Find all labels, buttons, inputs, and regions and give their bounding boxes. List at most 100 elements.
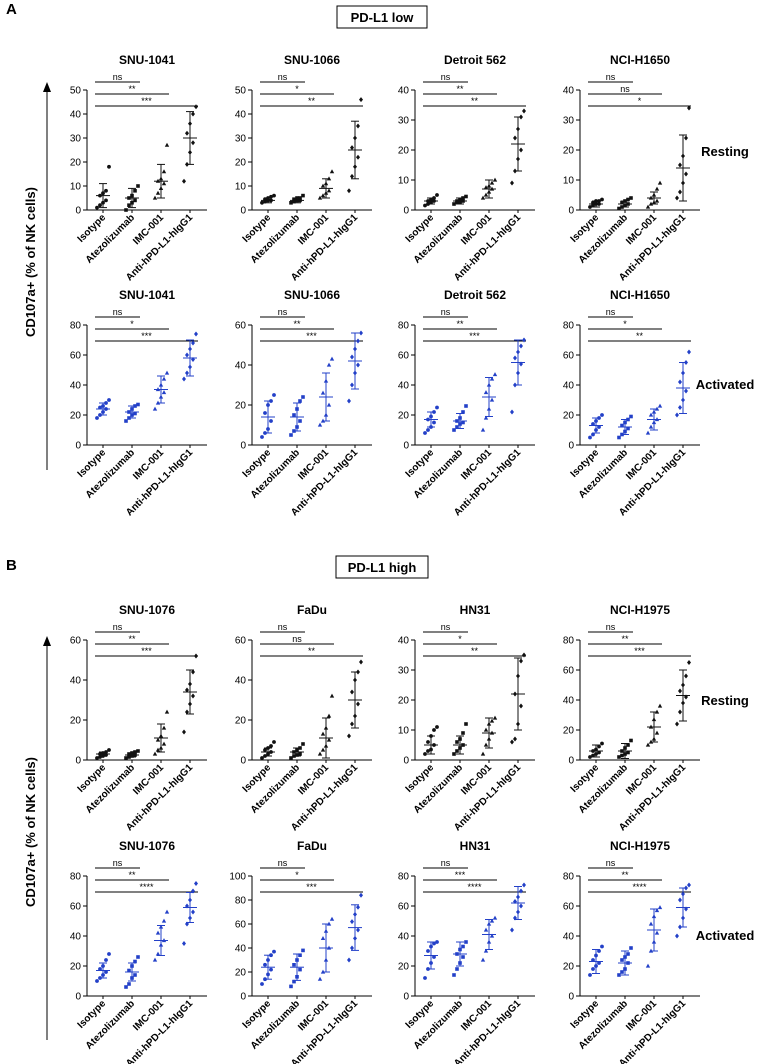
- data-point: [435, 193, 439, 197]
- significance-label: ***: [306, 882, 317, 892]
- data-point: [320, 193, 326, 198]
- y-tick-label: 30: [398, 116, 410, 127]
- y-tick-label: 40: [563, 86, 575, 97]
- data-point: [152, 406, 158, 411]
- data-point: [483, 948, 489, 953]
- data-point: [522, 882, 526, 888]
- significance-label: ns: [441, 858, 451, 868]
- data-point: [588, 973, 592, 977]
- row-label-a-resting: Resting: [701, 144, 749, 159]
- data-point: [629, 414, 633, 419]
- significance-label: ns: [620, 84, 630, 94]
- chart-title: Detroit 562: [444, 288, 506, 302]
- data-point: [426, 749, 430, 753]
- data-point: [301, 742, 305, 746]
- significance-label: **: [308, 96, 316, 106]
- y-tick-label: 40: [235, 361, 247, 372]
- data-point: [597, 949, 601, 953]
- chart-title: SNU-1066: [284, 53, 340, 67]
- y-tick-label: 10: [563, 176, 575, 187]
- data-point: [684, 388, 688, 394]
- data-point: [182, 729, 186, 735]
- y-tick-label: 0: [403, 206, 409, 217]
- data-point: [626, 952, 630, 956]
- significance-label: **: [128, 870, 136, 880]
- data-point: [426, 740, 430, 744]
- data-point: [124, 208, 128, 212]
- y-tick-label: 80: [70, 321, 82, 332]
- y-tick-label: 20: [563, 962, 575, 973]
- data-point: [588, 755, 592, 759]
- data-point: [191, 669, 195, 675]
- data-point: [510, 409, 514, 415]
- data-point: [260, 982, 264, 986]
- chart-a-activated-snu-1066: SNU-10660204060IsotypeAtezolizumabIMC-00…: [235, 288, 372, 518]
- significance-label: ns: [113, 622, 123, 632]
- data-point: [133, 189, 137, 193]
- y-tick-label: 60: [70, 902, 82, 913]
- y-tick-label: 80: [563, 321, 575, 332]
- data-point: [127, 982, 131, 986]
- data-point: [194, 104, 198, 110]
- data-point: [317, 422, 323, 427]
- panel-a-title: PD-L1 low: [351, 10, 415, 25]
- panel-b-letter: B: [6, 557, 17, 574]
- y-tick-label: 60: [398, 902, 410, 913]
- data-point: [678, 189, 682, 195]
- chart-a-resting-snu-1066: SNU-106601020304050IsotypeAtezolizumabIM…: [235, 53, 372, 283]
- data-point: [329, 693, 335, 698]
- significance-label: ns: [113, 307, 123, 317]
- y-tick-label: 60: [563, 351, 575, 362]
- data-point: [452, 202, 456, 206]
- y-tick-label: 30: [398, 666, 410, 677]
- data-point: [182, 178, 186, 184]
- data-point: [489, 180, 495, 185]
- data-point: [133, 411, 137, 416]
- chart-b-resting-hn31: HN31010203040IsotypeAtezolizumabIMC-001A…: [398, 603, 535, 833]
- data-point: [317, 751, 323, 756]
- data-point: [675, 412, 679, 418]
- data-point: [136, 955, 140, 959]
- data-point: [185, 709, 189, 715]
- data-point: [298, 967, 302, 972]
- data-point: [326, 188, 332, 193]
- data-point: [356, 154, 360, 160]
- data-point: [320, 747, 326, 752]
- data-point: [161, 390, 167, 395]
- significance-label: ****: [632, 882, 647, 892]
- data-point: [269, 744, 273, 748]
- data-point: [127, 968, 131, 973]
- data-point: [591, 967, 595, 971]
- y-tick-label: 60: [235, 636, 247, 647]
- data-point: [591, 753, 595, 758]
- significance-label: ***: [141, 96, 152, 106]
- significance-label: **: [128, 84, 136, 94]
- data-point: [185, 687, 189, 693]
- y-tick-label: 0: [75, 756, 81, 767]
- data-point: [272, 740, 276, 744]
- y-tick-label: 40: [398, 932, 410, 943]
- significance-label: ns: [292, 634, 302, 644]
- data-point: [260, 756, 264, 760]
- y-tick-label: 20: [563, 411, 575, 422]
- data-point: [356, 701, 360, 707]
- data-point: [95, 756, 99, 760]
- data-point: [161, 181, 167, 186]
- y-axis-label-a: CD107a+ (% of NK cells): [23, 187, 38, 337]
- chart-title: NCI-H1650: [610, 53, 670, 67]
- significance-label: *: [295, 84, 299, 94]
- data-point: [483, 185, 489, 190]
- data-point: [191, 111, 195, 117]
- data-point: [617, 206, 621, 211]
- data-point: [326, 713, 332, 718]
- data-point: [104, 970, 108, 974]
- significance-label: ns: [278, 72, 288, 82]
- data-point: [182, 941, 186, 946]
- data-point: [185, 130, 189, 136]
- data-point: [620, 753, 624, 758]
- y-tick-label: 40: [70, 932, 82, 943]
- data-point: [320, 731, 326, 736]
- data-point: [492, 715, 498, 720]
- data-point: [519, 658, 523, 664]
- data-point: [423, 752, 427, 756]
